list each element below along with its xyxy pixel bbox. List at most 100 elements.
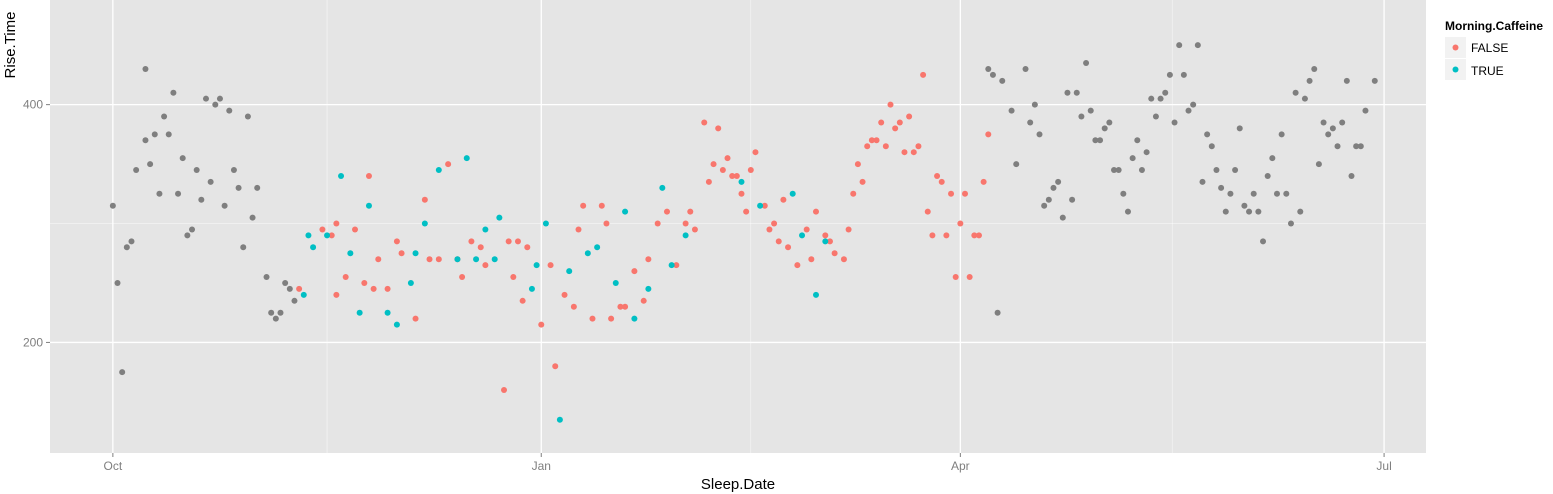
- data-point-na: [1124, 208, 1131, 215]
- data-point-false: [812, 208, 819, 215]
- data-point-true: [338, 172, 345, 179]
- data-point-na: [1255, 208, 1262, 215]
- data-point-false: [766, 226, 773, 233]
- data-point-na: [207, 178, 214, 185]
- data-point-true: [668, 262, 675, 269]
- data-point-false: [840, 256, 847, 263]
- data-point-na: [1236, 125, 1243, 132]
- data-point-true: [799, 232, 806, 239]
- data-point-false: [333, 291, 340, 298]
- data-point-true: [407, 279, 414, 286]
- data-point-false: [948, 190, 955, 197]
- data-point-false: [631, 268, 638, 275]
- data-point-false: [482, 262, 489, 269]
- data-point-na: [1353, 143, 1360, 150]
- y-tick-label: 400: [23, 98, 43, 112]
- data-point-false: [780, 196, 787, 203]
- data-point-false: [873, 137, 880, 144]
- data-point-true: [622, 208, 629, 215]
- data-point-false: [426, 256, 433, 263]
- plot-panel: [50, 0, 1426, 453]
- data-point-na: [291, 297, 298, 304]
- grid-lines: [50, 0, 1426, 453]
- data-point-true: [491, 256, 498, 263]
- data-point-na: [128, 238, 135, 245]
- data-point-na: [249, 214, 256, 221]
- data-point-na: [1162, 89, 1169, 96]
- data-point-false: [412, 315, 419, 322]
- data-point-na: [1278, 131, 1285, 138]
- data-point-true: [356, 309, 363, 316]
- data-point-na: [230, 167, 237, 174]
- data-point-na: [1022, 65, 1029, 72]
- data-point-false: [971, 232, 978, 239]
- data-point-false: [645, 256, 652, 263]
- data-point-false: [920, 71, 927, 78]
- data-point-false: [608, 315, 615, 322]
- data-point-na: [1311, 65, 1318, 72]
- data-point-false: [701, 119, 708, 126]
- data-point-false: [510, 274, 517, 281]
- data-point-na: [170, 89, 177, 96]
- data-point-true: [645, 285, 652, 292]
- data-point-false: [575, 226, 582, 233]
- data-point-true: [542, 220, 549, 227]
- data-point-na: [1027, 119, 1034, 126]
- data-point-na: [1232, 167, 1239, 174]
- data-point-true: [324, 232, 331, 239]
- data-point-na: [1050, 184, 1057, 191]
- x-tick-label: Apr: [951, 459, 970, 473]
- data-point-false: [342, 274, 349, 281]
- data-point-false: [743, 208, 750, 215]
- data-point-false: [896, 119, 903, 126]
- data-point-true: [393, 321, 400, 328]
- data-point-na: [1008, 107, 1015, 114]
- data-point-false: [333, 220, 340, 227]
- data-point-na: [1111, 167, 1118, 174]
- data-point-na: [1059, 214, 1066, 221]
- data-point-false: [831, 250, 838, 257]
- data-point-false: [868, 137, 875, 144]
- data-point-na: [282, 279, 289, 286]
- data-point-false: [514, 238, 521, 245]
- legend-key-false-marker: [1452, 44, 1459, 51]
- data-point-false: [934, 172, 941, 179]
- data-point-false: [505, 238, 512, 245]
- data-point-true: [463, 155, 470, 162]
- data-point-na: [277, 309, 284, 316]
- data-points: [109, 42, 1378, 423]
- data-point-na: [1213, 167, 1220, 174]
- data-point-na: [114, 279, 121, 286]
- data-point-false: [654, 220, 661, 227]
- data-point-na: [1055, 178, 1062, 185]
- data-point-true: [612, 279, 619, 286]
- data-point-false: [724, 155, 731, 162]
- data-point-false: [957, 220, 964, 227]
- data-point-false: [524, 244, 531, 251]
- data-point-false: [901, 149, 908, 156]
- data-point-false: [361, 279, 368, 286]
- data-point-na: [198, 196, 205, 203]
- data-point-na: [1348, 172, 1355, 179]
- data-point-na: [151, 131, 158, 138]
- data-point-na: [1199, 178, 1206, 185]
- data-point-na: [1092, 137, 1099, 144]
- data-point-na: [133, 167, 140, 174]
- x-tick-label: Jul: [1376, 459, 1391, 473]
- data-point-false: [477, 244, 484, 251]
- data-point-false: [719, 167, 726, 174]
- data-point-false: [570, 303, 577, 310]
- data-point-false: [910, 149, 917, 156]
- data-point-na: [1106, 119, 1113, 126]
- data-point-na: [994, 309, 1001, 316]
- data-point-na: [1176, 42, 1183, 49]
- data-point-true: [300, 291, 307, 298]
- data-point-false: [733, 172, 740, 179]
- data-point-false: [980, 178, 987, 185]
- data-point-false: [421, 196, 428, 203]
- data-point-na: [1297, 208, 1304, 215]
- data-point-true: [738, 178, 745, 185]
- data-point-na: [161, 113, 168, 120]
- data-point-true: [421, 220, 428, 227]
- data-point-false: [882, 143, 889, 150]
